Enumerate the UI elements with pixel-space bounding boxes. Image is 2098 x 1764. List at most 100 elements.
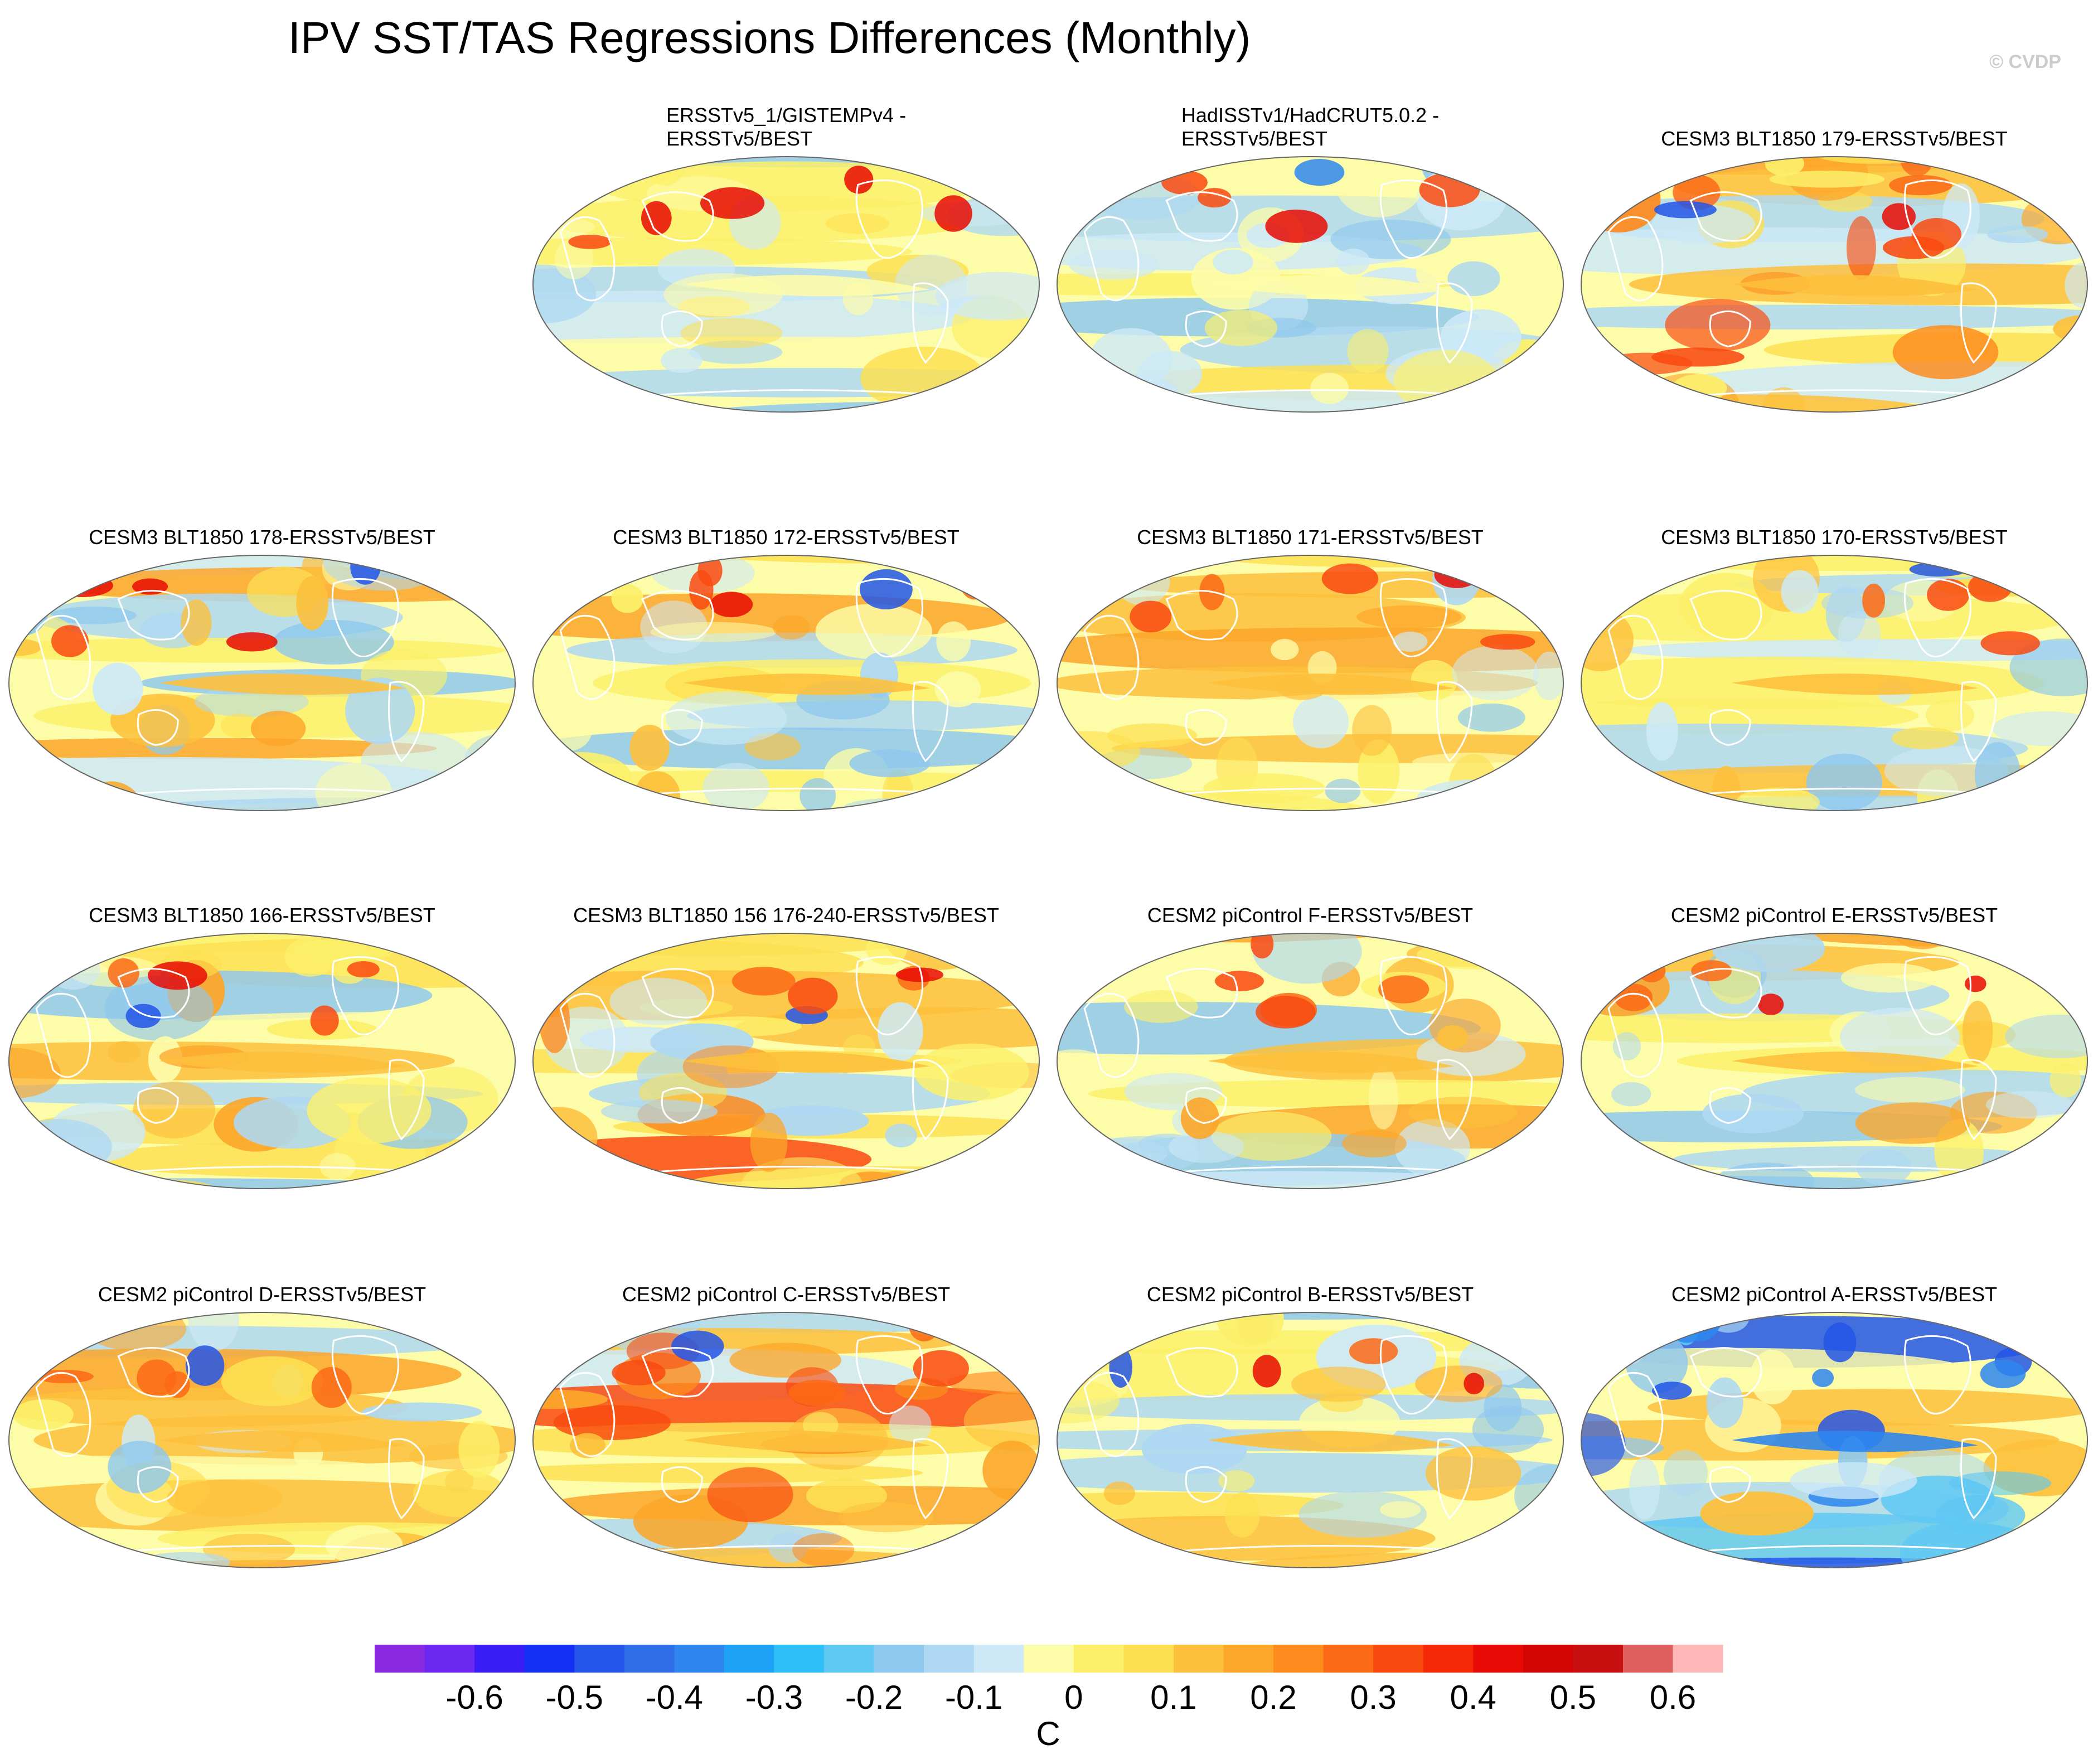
anomaly-patch <box>750 1112 788 1172</box>
panel-title-text: CESM3 BLT1850 178-ERSSTv5/BEST <box>89 526 435 549</box>
anomaly-patch <box>1368 1065 1398 1130</box>
anomaly-hotspot <box>185 1345 225 1386</box>
anomaly-patch <box>1629 1457 1660 1520</box>
colorbar-swatch <box>1673 1645 1723 1673</box>
anomaly-patch <box>553 1405 671 1440</box>
anomaly-patch <box>1838 611 1881 656</box>
world-map <box>8 555 516 811</box>
tropical-pacific-tongue <box>684 673 930 695</box>
colorbar-tick-label: -0.6 <box>445 1679 503 1716</box>
anomaly-patch <box>1416 256 1445 288</box>
anomaly-patch <box>1762 387 1805 412</box>
anomaly-patch <box>936 621 971 662</box>
colorbar-swatch <box>674 1645 725 1673</box>
anomaly-patch <box>307 1077 432 1144</box>
anomaly-patch <box>319 1153 356 1180</box>
tropical-pacific-tongue <box>159 673 406 695</box>
anomaly-patch <box>629 724 670 771</box>
anomaly-patch <box>1646 702 1678 761</box>
anomaly-hotspot <box>568 234 612 249</box>
panel-title: HadISSTv1/HadCRUT5.0.2 - ERSSTv5/BEST <box>1048 95 1572 151</box>
panel-title-text: CESM3 BLT1850 166-ERSSTv5/BEST <box>89 904 435 927</box>
anomaly-patch <box>250 710 306 747</box>
map-outline <box>532 1312 1040 1568</box>
panel-title-text: CESM2 piControl A-ERSSTv5/BEST <box>1671 1283 1998 1306</box>
map-outline <box>1581 1312 2088 1568</box>
anomaly-patch <box>1271 638 1299 661</box>
colorbar-swatch <box>1573 1645 1624 1673</box>
anomaly-patch <box>1581 1413 1626 1476</box>
map-panel: CESM3 BLT1850 156 176-240-ERSSTv5/BEST <box>524 871 1048 1239</box>
coastline <box>559 216 616 302</box>
anomaly-patch <box>110 694 215 747</box>
anomaly-band <box>533 290 972 343</box>
anomaly-patch <box>345 677 415 744</box>
coastline <box>1379 1335 1447 1415</box>
anomaly-patch <box>1057 1049 1104 1075</box>
coastline <box>1607 614 1664 700</box>
colorbar-swatch <box>1223 1645 1274 1673</box>
panel-title: CESM2 piControl C-ERSSTv5/BEST <box>524 1251 1048 1306</box>
anomaly-hotspot <box>1911 218 1962 251</box>
anomaly-hotspot <box>1673 175 1721 210</box>
anomaly-patch <box>1347 329 1389 374</box>
anomaly-patch <box>1457 703 1525 732</box>
coastline <box>1185 1466 1227 1503</box>
coastline <box>1903 578 1971 658</box>
colorbar-swatch <box>1273 1645 1324 1673</box>
panel-title-text: CESM3 BLT1850 171-ERSSTv5/BEST <box>1137 526 1484 549</box>
anomaly-patch <box>849 749 931 777</box>
anomaly-patch <box>1892 727 1959 749</box>
anomaly-hotspot <box>1882 203 1916 230</box>
colorbar-swatch <box>624 1645 675 1673</box>
anomaly-patch <box>221 1356 323 1407</box>
anomaly-patch <box>93 662 143 715</box>
anomaly-patch <box>458 1421 500 1478</box>
anomaly-patch <box>1352 705 1392 756</box>
page-title: IPV SST/TAS Regressions Differences (Mon… <box>288 13 1251 62</box>
anomaly-patch <box>666 691 787 745</box>
panel-title: ERSSTv5_1/GISTEMPv4 - ERSSTv5/BEST <box>524 95 1048 151</box>
coastline <box>1689 1347 1762 1398</box>
colorbar-swatch <box>574 1645 625 1673</box>
anomaly-patch <box>1325 778 1361 803</box>
colorbar-tick-label: 0.3 <box>1350 1679 1397 1716</box>
world-map <box>1057 933 1564 1189</box>
anomaly-patch <box>296 576 328 631</box>
anomaly-patch <box>1533 651 1563 701</box>
map-panel: CESM2 piControl B-ERSSTv5/BEST <box>1048 1251 1572 1618</box>
panel-title: CESM3 BLT1850 172-ERSSTv5/BEST <box>524 493 1048 549</box>
anomaly-patch <box>203 1533 295 1565</box>
anomaly-hotspot <box>347 961 380 978</box>
colorbar-swatch <box>1523 1645 1573 1673</box>
coastline <box>641 191 714 242</box>
panel-title-text: CESM3 BLT1850 170-ERSSTv5/BEST <box>1661 526 2008 549</box>
anomaly-hotspot <box>147 961 207 990</box>
anomaly-band <box>1581 304 2087 330</box>
anomaly-patch <box>1652 1382 1692 1400</box>
anomaly-patch <box>1394 1119 1470 1177</box>
anomaly-patch <box>1847 216 1876 280</box>
panel-title: CESM3 BLT1850 178-ERSSTv5/BEST <box>0 493 524 549</box>
coastline <box>137 709 179 746</box>
coastline <box>1960 1438 1997 1520</box>
anomaly-patch <box>1425 1446 1522 1501</box>
anomaly-patch <box>1393 631 1428 652</box>
anomaly-patch <box>273 619 394 665</box>
tropical-pacific-tongue <box>1732 275 1978 297</box>
anomaly-band <box>1057 1001 1481 1055</box>
anomaly-patch <box>1291 1366 1386 1402</box>
anomaly-patch <box>220 713 259 738</box>
coastline <box>855 956 923 1036</box>
anomaly-patch <box>963 1390 1039 1451</box>
anomaly-hotspot <box>934 195 972 232</box>
anomaly-patch <box>1962 1000 1993 1064</box>
anomaly-hotspot <box>51 625 89 657</box>
panel-title: CESM2 piControl E-ERSSTv5/BEST <box>1572 871 2096 927</box>
colorbar-swatch <box>1073 1645 1124 1673</box>
anomaly-patch <box>1855 1102 1970 1144</box>
tropical-pacific-tongue <box>1208 1431 1454 1452</box>
coastline <box>1185 1087 1227 1124</box>
anomaly-patch <box>1750 1350 1795 1405</box>
anomaly-hotspot <box>1130 600 1172 633</box>
